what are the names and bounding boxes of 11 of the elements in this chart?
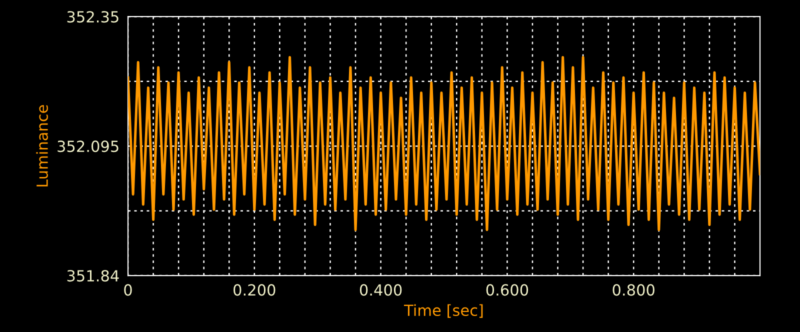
y-tick-label: 351.84: [67, 270, 119, 282]
x-tick-label: 0: [124, 284, 132, 296]
y-tick-label: 352.095: [58, 140, 118, 152]
x-tick-label: 0.200: [234, 284, 276, 296]
x-tick-label: 0.600: [486, 284, 528, 296]
y-tick-label: 352.35: [67, 11, 118, 23]
x-tick-label: 0.800: [612, 284, 654, 296]
y-axis-title: Luminance: [36, 105, 48, 186]
line-series: [128, 56, 760, 232]
x-tick-label: 0.400: [360, 284, 402, 296]
x-axis-title: Time [sec]: [404, 304, 483, 318]
